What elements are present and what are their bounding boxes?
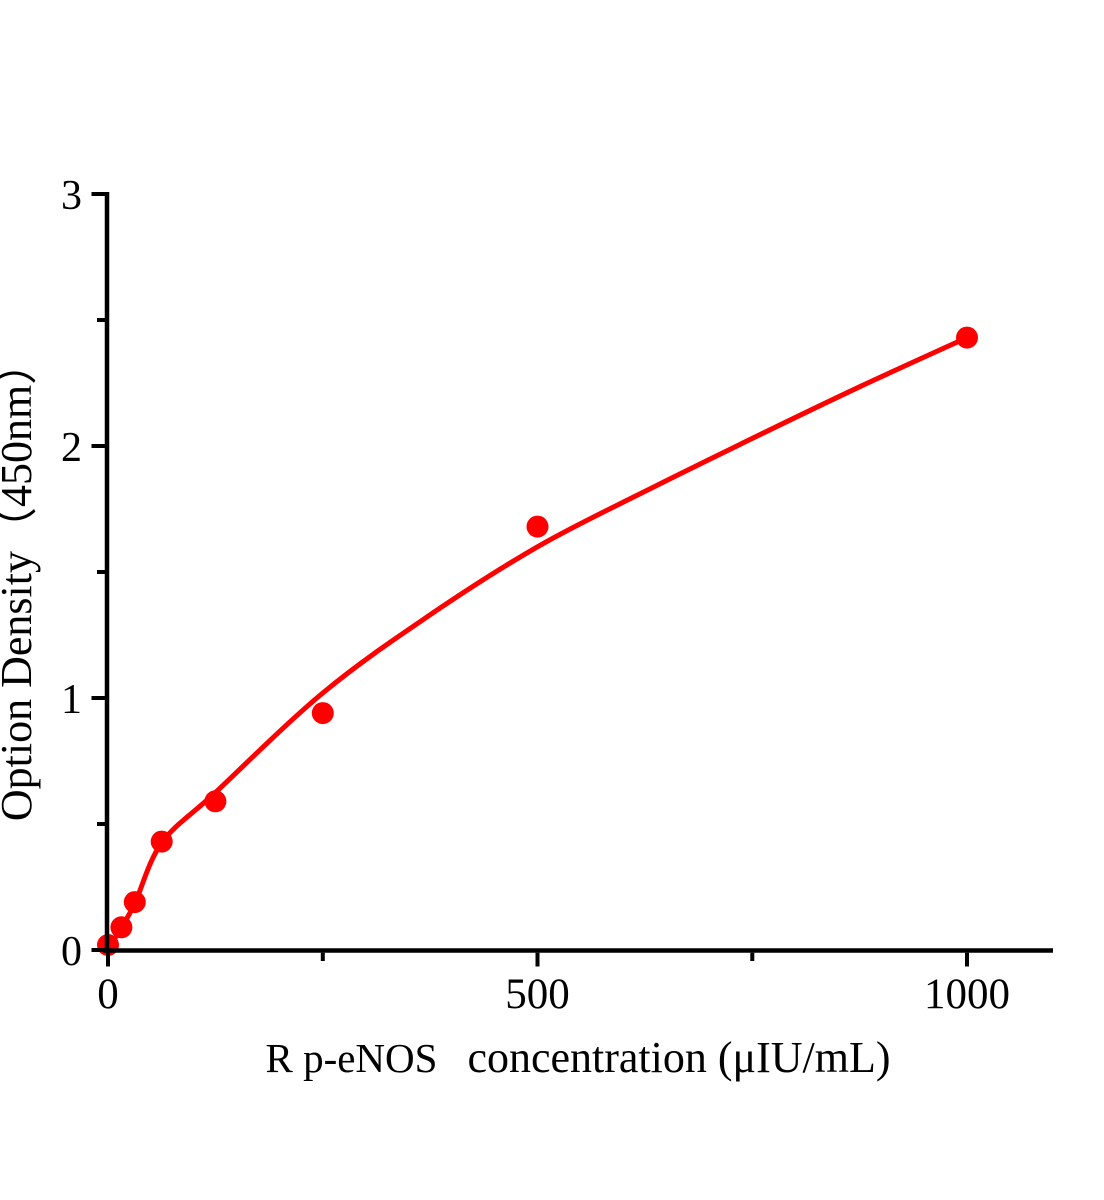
x-axis-label: R p-eNOS concentration (μIU/mL): [265, 1033, 890, 1082]
y-axis-label: Option Density（450nm）: [0, 341, 41, 821]
data-point: [110, 916, 133, 939]
x-axis-tick-labels: 0 500 1000: [97, 971, 1010, 1018]
data-point: [311, 702, 334, 725]
x-axis-ticks: [106, 952, 969, 967]
y-tick-label: 3: [61, 173, 82, 219]
y-axis-ticks: [91, 192, 107, 952]
x-axis-label-unit: concentration (μIU/mL): [467, 1033, 890, 1082]
data-point: [150, 830, 173, 853]
x-tick-label: 1000: [924, 971, 1010, 1018]
data-point: [123, 891, 146, 914]
fit-curve-line: [105, 335, 970, 953]
y-tick-label: 0: [61, 929, 82, 975]
y-tick-label: 2: [61, 425, 82, 471]
y-axis-tick-labels: 0 1 2 3: [61, 173, 82, 975]
axes-layer: [103, 192, 1053, 953]
x-axis-label-analyte: R p-eNOS: [265, 1035, 437, 1081]
x-tick-label: 0: [97, 971, 119, 1018]
data-point: [526, 515, 549, 538]
data-point: [956, 326, 978, 349]
fit-curve-layer: [105, 335, 970, 953]
data-point: [204, 790, 227, 813]
data-points-layer: [97, 326, 978, 956]
y-tick-label: 1: [61, 677, 82, 723]
x-tick-label: 500: [505, 971, 570, 1018]
